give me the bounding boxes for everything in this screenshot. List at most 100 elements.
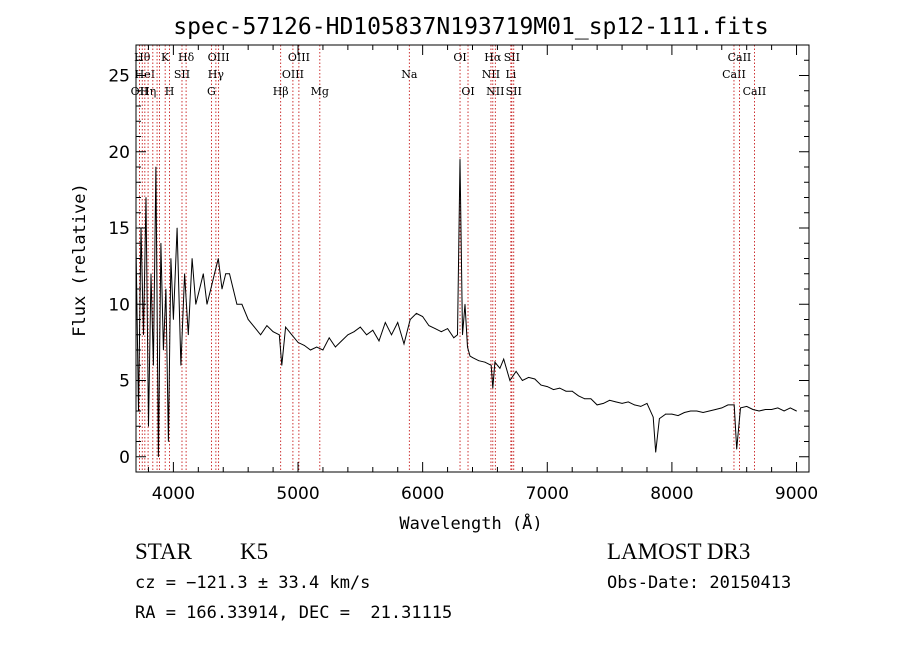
flux-point [440,331,442,333]
spectral-line-label: Hβ [273,85,289,98]
flux-point [434,328,436,330]
flux-point [494,361,496,363]
flux-line [135,159,797,457]
flux-point [571,390,573,392]
flux-point [469,355,471,357]
spectral-line-label: H [165,85,175,98]
flux-point [416,313,417,314]
flux-point [652,416,654,418]
flux-point [499,367,501,369]
x-tick-label: 8000 [650,484,693,504]
flux-point [225,273,227,275]
spectral-line-label: OI [453,51,466,64]
flux-point [291,334,293,336]
flux-point [341,340,343,342]
flux-point [247,319,249,320]
spectral-line-label: CaII [728,51,752,64]
flux-point [160,242,162,244]
flux-point [708,410,710,412]
flux-point [696,410,698,412]
flux-point [655,451,657,453]
flux-point [777,407,779,409]
flux-point [462,334,463,336]
flux-point [659,418,660,420]
flux-point [206,303,208,305]
object-class: STAR [135,539,192,564]
flux-point [310,349,311,351]
flux-point [740,407,741,409]
spectral-line-label: G [207,85,216,98]
object-subclass: K5 [240,539,269,564]
spectral-line-label: HeI [135,68,155,81]
flux-point [184,273,186,275]
flux-point [721,407,723,409]
x-tick-label: 9000 [775,484,818,504]
spectral-line-label: Li [505,68,516,81]
flux-point [646,402,648,404]
flux-point [447,328,448,330]
flux-point [540,384,542,386]
flux-point [366,334,367,336]
flux-point [503,358,505,360]
flux-point [690,410,692,412]
flux-point [634,404,635,406]
flux-point [266,325,268,326]
flux-point [378,340,380,342]
spectral-line-label: OI [461,85,474,98]
flux-point [752,409,754,410]
plot-axes: 4000 5000 6000 7000 8000 9000 0 5 10 15 20 25 [108,44,818,504]
flux-point [202,273,204,275]
x-tick-label: 4000 [152,484,195,504]
flux-point [615,401,617,403]
flux-point [397,322,399,323]
flux-point [391,334,392,336]
flux-point [316,346,318,348]
flux-point [217,258,219,259]
flux-point [590,398,592,400]
flux-point [467,346,468,348]
flux-point [515,370,517,372]
spectral-line-label: Hγ [208,68,225,81]
flux-point [359,326,361,328]
flux-point [584,398,586,400]
flux-point [677,415,679,416]
flux-point [297,341,299,343]
flux-point [484,361,486,363]
flux-point [145,197,147,198]
flux-point [153,364,154,366]
spectral-line-label: OIII [208,51,230,64]
flux-point [702,412,704,413]
flux-point [285,326,286,328]
observation-date: Obs-Date: 20150413 [607,573,792,593]
x-axis-label: Wavelength (Å) [399,512,542,534]
flux-point [143,334,144,336]
flux-point [640,406,642,407]
x-tick-label: 6000 [401,484,444,504]
flux-point [191,258,193,259]
flux-point [789,407,791,409]
flux-point [683,412,685,413]
flux-point [303,345,305,346]
plot-frame [135,44,810,473]
flux-point [546,386,548,387]
flux-point [578,395,579,397]
flux-point [214,273,215,275]
y-tick-label: 10 [108,295,130,315]
y-axis-label: Flux (relative) [70,183,90,337]
flux-point [559,387,561,389]
y-tick-label: 0 [119,448,130,468]
flux-point [509,380,511,381]
flux-point [199,288,200,290]
flux-point [221,288,223,290]
x-tick-label: 5000 [276,484,319,504]
flux-point [322,349,324,351]
flux-point [492,387,494,389]
flux-point [150,273,152,275]
spectral-line-label: SII [504,51,520,64]
flux-point [453,337,455,339]
flux-point [176,227,178,229]
chart-title: spec-57126-HD105837N193719M01_sp12-111.f… [173,14,768,40]
flux-point [553,389,554,391]
spectral-line-label: Na [401,68,418,81]
